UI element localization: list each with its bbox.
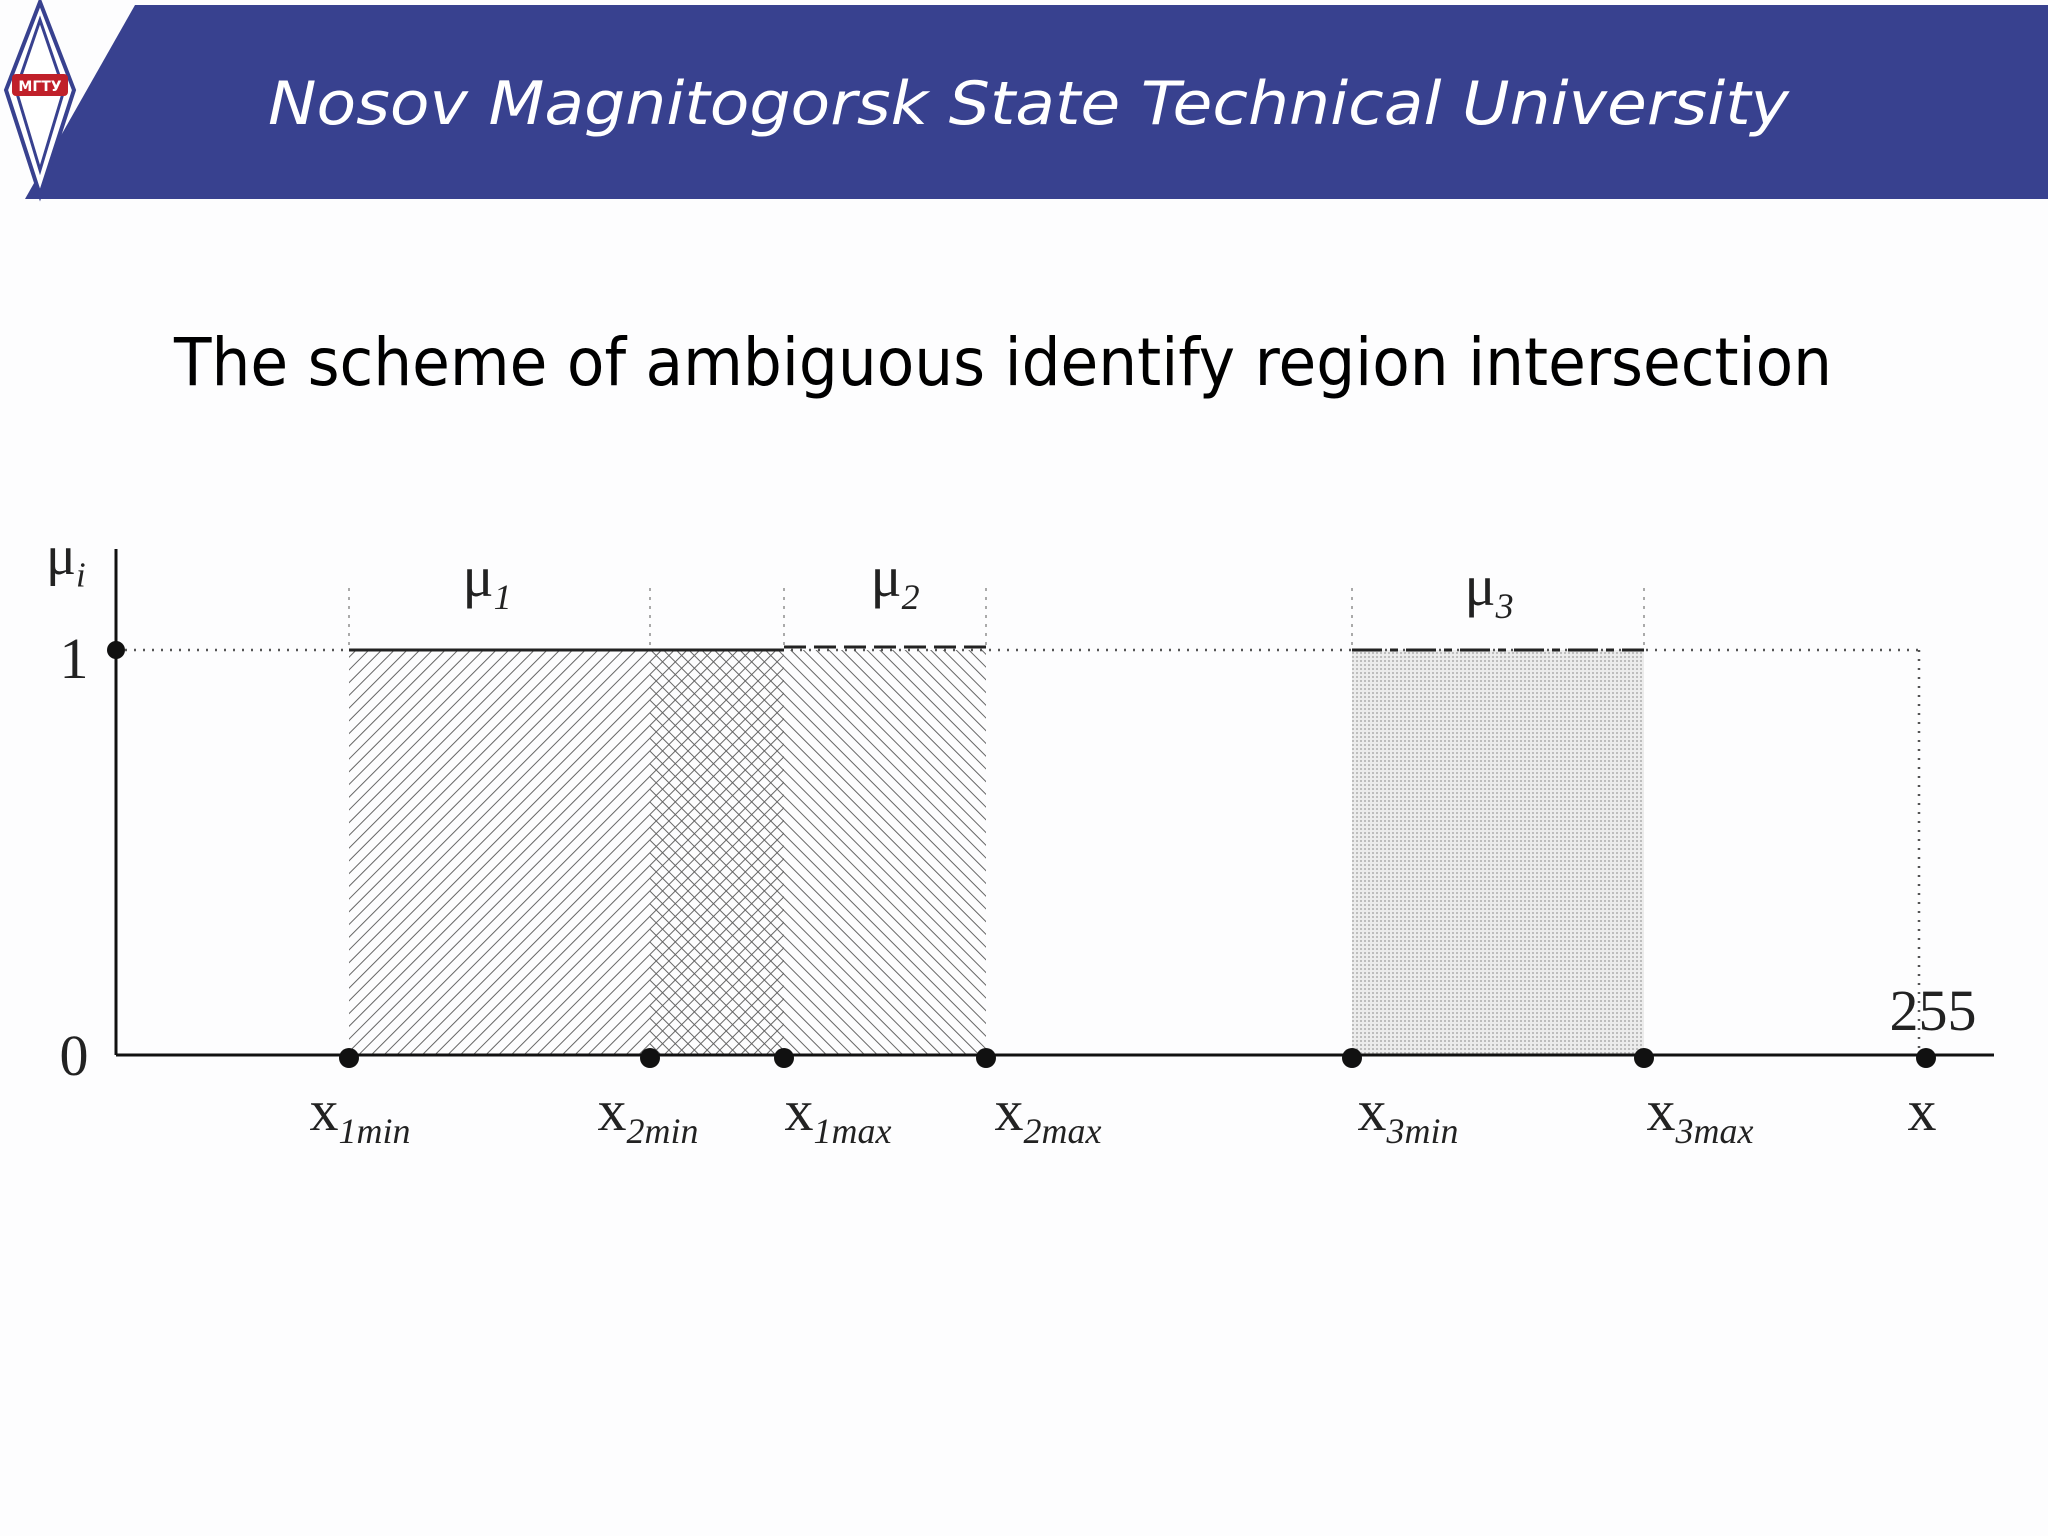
region-3 [1352,650,1644,1055]
label-sub: 3min [1386,1111,1459,1151]
label-base: μ [1464,553,1495,618]
y-label: 0 [60,1023,89,1088]
x-label: x3min [1358,1078,1459,1151]
end-label: 255 [1890,978,1977,1043]
label-sub: 1max [814,1111,892,1151]
label-base: x [1908,1078,1937,1143]
header-band [25,5,2048,199]
region-label: μ1 [462,544,511,617]
point [107,641,125,659]
point [774,1048,794,1068]
label-base: μ [462,544,493,609]
label-sub: 2 [902,577,920,617]
point [976,1048,996,1068]
logo-text: МГТУ [18,79,61,95]
label-sub: i [76,555,86,594]
point [1634,1048,1654,1068]
region-label: μ3 [1464,553,1513,626]
label-base: x [1358,1078,1387,1143]
label-base: x [598,1078,627,1143]
region-2 [650,650,986,1055]
label-sub: 1 [494,577,512,617]
x-label: x [1908,1078,1937,1143]
x-label: x1max [785,1078,892,1151]
point [1916,1048,1936,1068]
label-sub: 1min [339,1111,411,1151]
label-base: x [995,1078,1024,1143]
logo: МГТУ [3,0,77,202]
label-base: μ [46,525,76,587]
x-label: x2max [995,1078,1102,1151]
x-label: x2min [598,1078,699,1151]
y-axis-label: μi [46,525,86,594]
header-title: Nosov Magnitogorsk State Technical Unive… [268,69,1791,139]
x-label: x1min [310,1078,411,1151]
slide-title: The scheme of ambiguous identify region … [173,324,1832,401]
point [339,1048,359,1068]
label-base: x [1647,1078,1676,1143]
label-sub: 3 [1495,586,1514,626]
region-label: μ2 [870,544,919,617]
y-label: 1 [60,626,89,691]
point [640,1048,660,1068]
label-sub: 2max [1024,1111,1102,1151]
label-sub: 2min [627,1111,699,1151]
point [1342,1048,1362,1068]
label-sub: 3max [1675,1111,1754,1151]
label-base: μ [870,544,901,609]
label-base: x [310,1078,339,1143]
x-label: x3max [1647,1078,1754,1151]
label-base: x [785,1078,814,1143]
